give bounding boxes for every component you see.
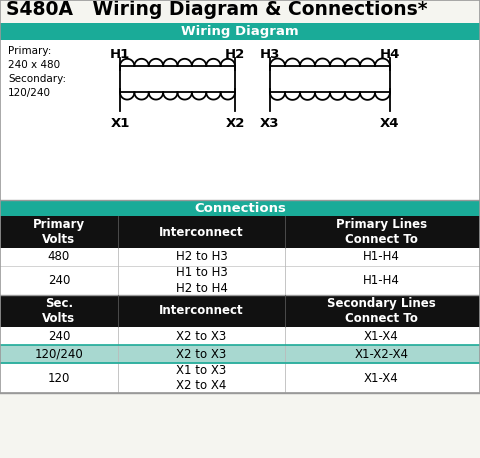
Text: Wiring Diagram: Wiring Diagram [181,25,299,38]
Bar [0,248,480,266]
Text: H3: H3 [260,48,280,61]
Bar [0,295,480,327]
Text: X1 to X3
X2 to X4: X1 to X3 X2 to X4 [176,364,227,392]
Text: H1-H4: H1-H4 [363,251,400,263]
Text: X1-X4: X1-X4 [364,371,399,385]
Text: H2 to H3: H2 to H3 [176,251,228,263]
Text: Primary Lines
Connect To: Primary Lines Connect To [336,218,427,246]
Text: H4: H4 [380,48,400,61]
Text: X1-X2-X4: X1-X2-X4 [355,348,408,360]
Text: H1: H1 [110,48,130,61]
Text: H1-H4: H1-H4 [363,274,400,287]
Text: X2 to X3: X2 to X3 [176,329,227,343]
Bar [0,200,480,216]
Text: X1-X4: X1-X4 [364,329,399,343]
Text: H2: H2 [225,48,245,61]
Text: 240: 240 [48,274,70,287]
Text: Primary
Volts: Primary Volts [33,218,85,246]
Bar [0,40,480,200]
Text: X3: X3 [260,117,280,130]
Bar [0,40,480,200]
Text: X1: X1 [110,117,130,130]
Text: 120/240: 120/240 [35,348,84,360]
Text: 120: 120 [48,371,70,385]
Bar [0,266,480,295]
Text: S480A   Wiring Diagram & Connections*: S480A Wiring Diagram & Connections* [6,0,428,19]
Text: 480: 480 [48,251,70,263]
Bar [0,345,480,363]
Text: X2: X2 [225,117,245,130]
Text: H1 to H3
H2 to H4: H1 to H3 H2 to H4 [176,266,228,295]
Text: X4: X4 [380,117,400,130]
Text: Interconnect: Interconnect [159,305,244,317]
Bar [0,23,480,40]
Bar [0,327,480,345]
Text: Interconnect: Interconnect [159,225,244,239]
Text: X2 to X3: X2 to X3 [176,348,227,360]
Text: Sec.
Volts: Sec. Volts [42,297,75,325]
Bar [0,363,480,393]
Text: 240: 240 [48,329,70,343]
Text: Connections: Connections [194,202,286,214]
Bar [0,216,480,248]
Text: Secondary Lines
Connect To: Secondary Lines Connect To [327,297,436,325]
Text: Primary:
240 x 480
Secondary:
120/240: Primary: 240 x 480 Secondary: 120/240 [8,46,66,98]
